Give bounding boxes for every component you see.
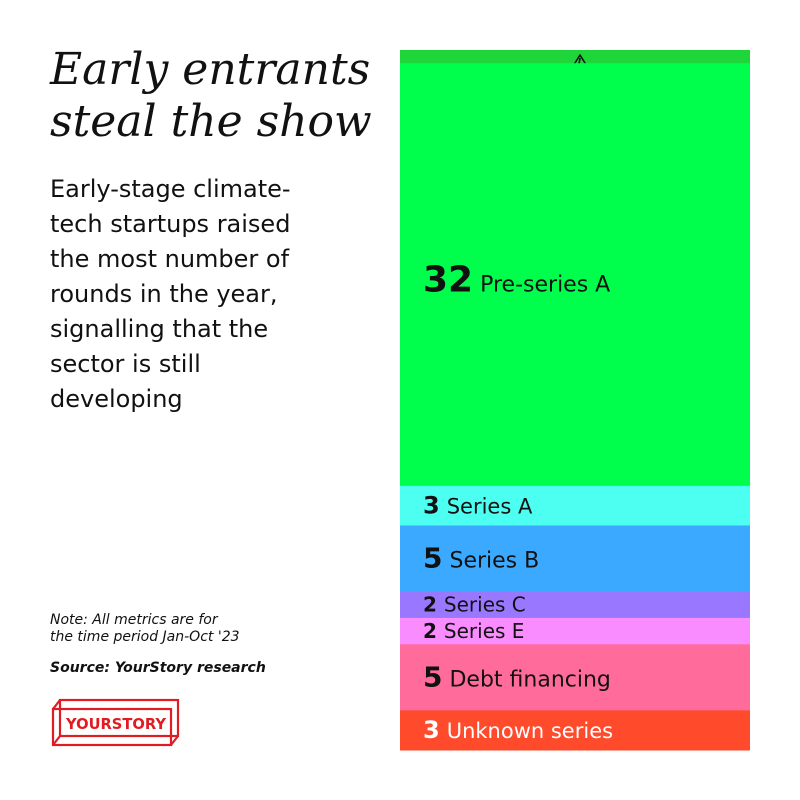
subtitle: Early-stage climate- tech startups raise… xyxy=(50,172,370,417)
category-label-unknown-series: Unknown series xyxy=(447,719,613,743)
note-line: Note: All metrics are for xyxy=(50,612,218,628)
value-label-series-a: 3 xyxy=(423,492,440,520)
subtitle-line: the most number of xyxy=(50,245,290,273)
category-label-series-c: Series C xyxy=(444,593,526,617)
value-label-series-b: 5 xyxy=(423,541,442,574)
value-label-series-e: 2 xyxy=(423,619,437,643)
bar-segment-series-c xyxy=(400,591,750,619)
subtitle-line: sector is still xyxy=(50,350,201,378)
title: Early entrants steal the show xyxy=(50,44,390,148)
logo-wordmark: YOURSTORY xyxy=(65,715,167,733)
bar-segment-debt-financing xyxy=(400,644,750,711)
note: Note: All metrics are for the time perio… xyxy=(50,612,350,646)
bar-segment-series-e xyxy=(400,617,750,645)
subtitle-line: rounds in the year, xyxy=(50,280,278,308)
note-line: the time period Jan-Oct '23 xyxy=(50,629,240,645)
bar-segment-pre-seed xyxy=(400,50,750,64)
subtitle-line: tech startups raised xyxy=(50,210,291,238)
pre-seed-arrow-head xyxy=(574,54,586,64)
bar-segment-unknown-series xyxy=(400,710,750,751)
subtitle-line: Early-stage climate- xyxy=(50,175,291,203)
title-line: steal the show xyxy=(50,96,372,147)
value-label-pre-series-a: 32 xyxy=(423,259,473,300)
subtitle-line: signalling that the xyxy=(50,315,269,343)
category-label-pre-series-a: Pre-series A xyxy=(480,272,610,297)
category-label-series-e: Series E xyxy=(444,619,525,643)
value-label-debt-financing: 5 xyxy=(423,660,442,693)
category-label-series-b: Series B xyxy=(449,548,539,573)
subtitle-line: developing xyxy=(50,385,183,413)
category-label-series-a: Series A xyxy=(447,495,533,519)
bar-segment-series-b xyxy=(400,525,750,593)
value-label-series-c: 2 xyxy=(423,593,437,617)
category-label-debt-financing: Debt financing xyxy=(449,667,610,692)
bar-segment-pre-series-a xyxy=(400,63,750,487)
yourstory-logo: YOURSTORY xyxy=(51,698,180,747)
source-credit: Source: YourStory research xyxy=(50,660,266,676)
bar-segment-series-a xyxy=(400,485,750,526)
value-label-unknown-series: 3 xyxy=(423,716,440,744)
title-line: Early entrants xyxy=(50,44,371,95)
